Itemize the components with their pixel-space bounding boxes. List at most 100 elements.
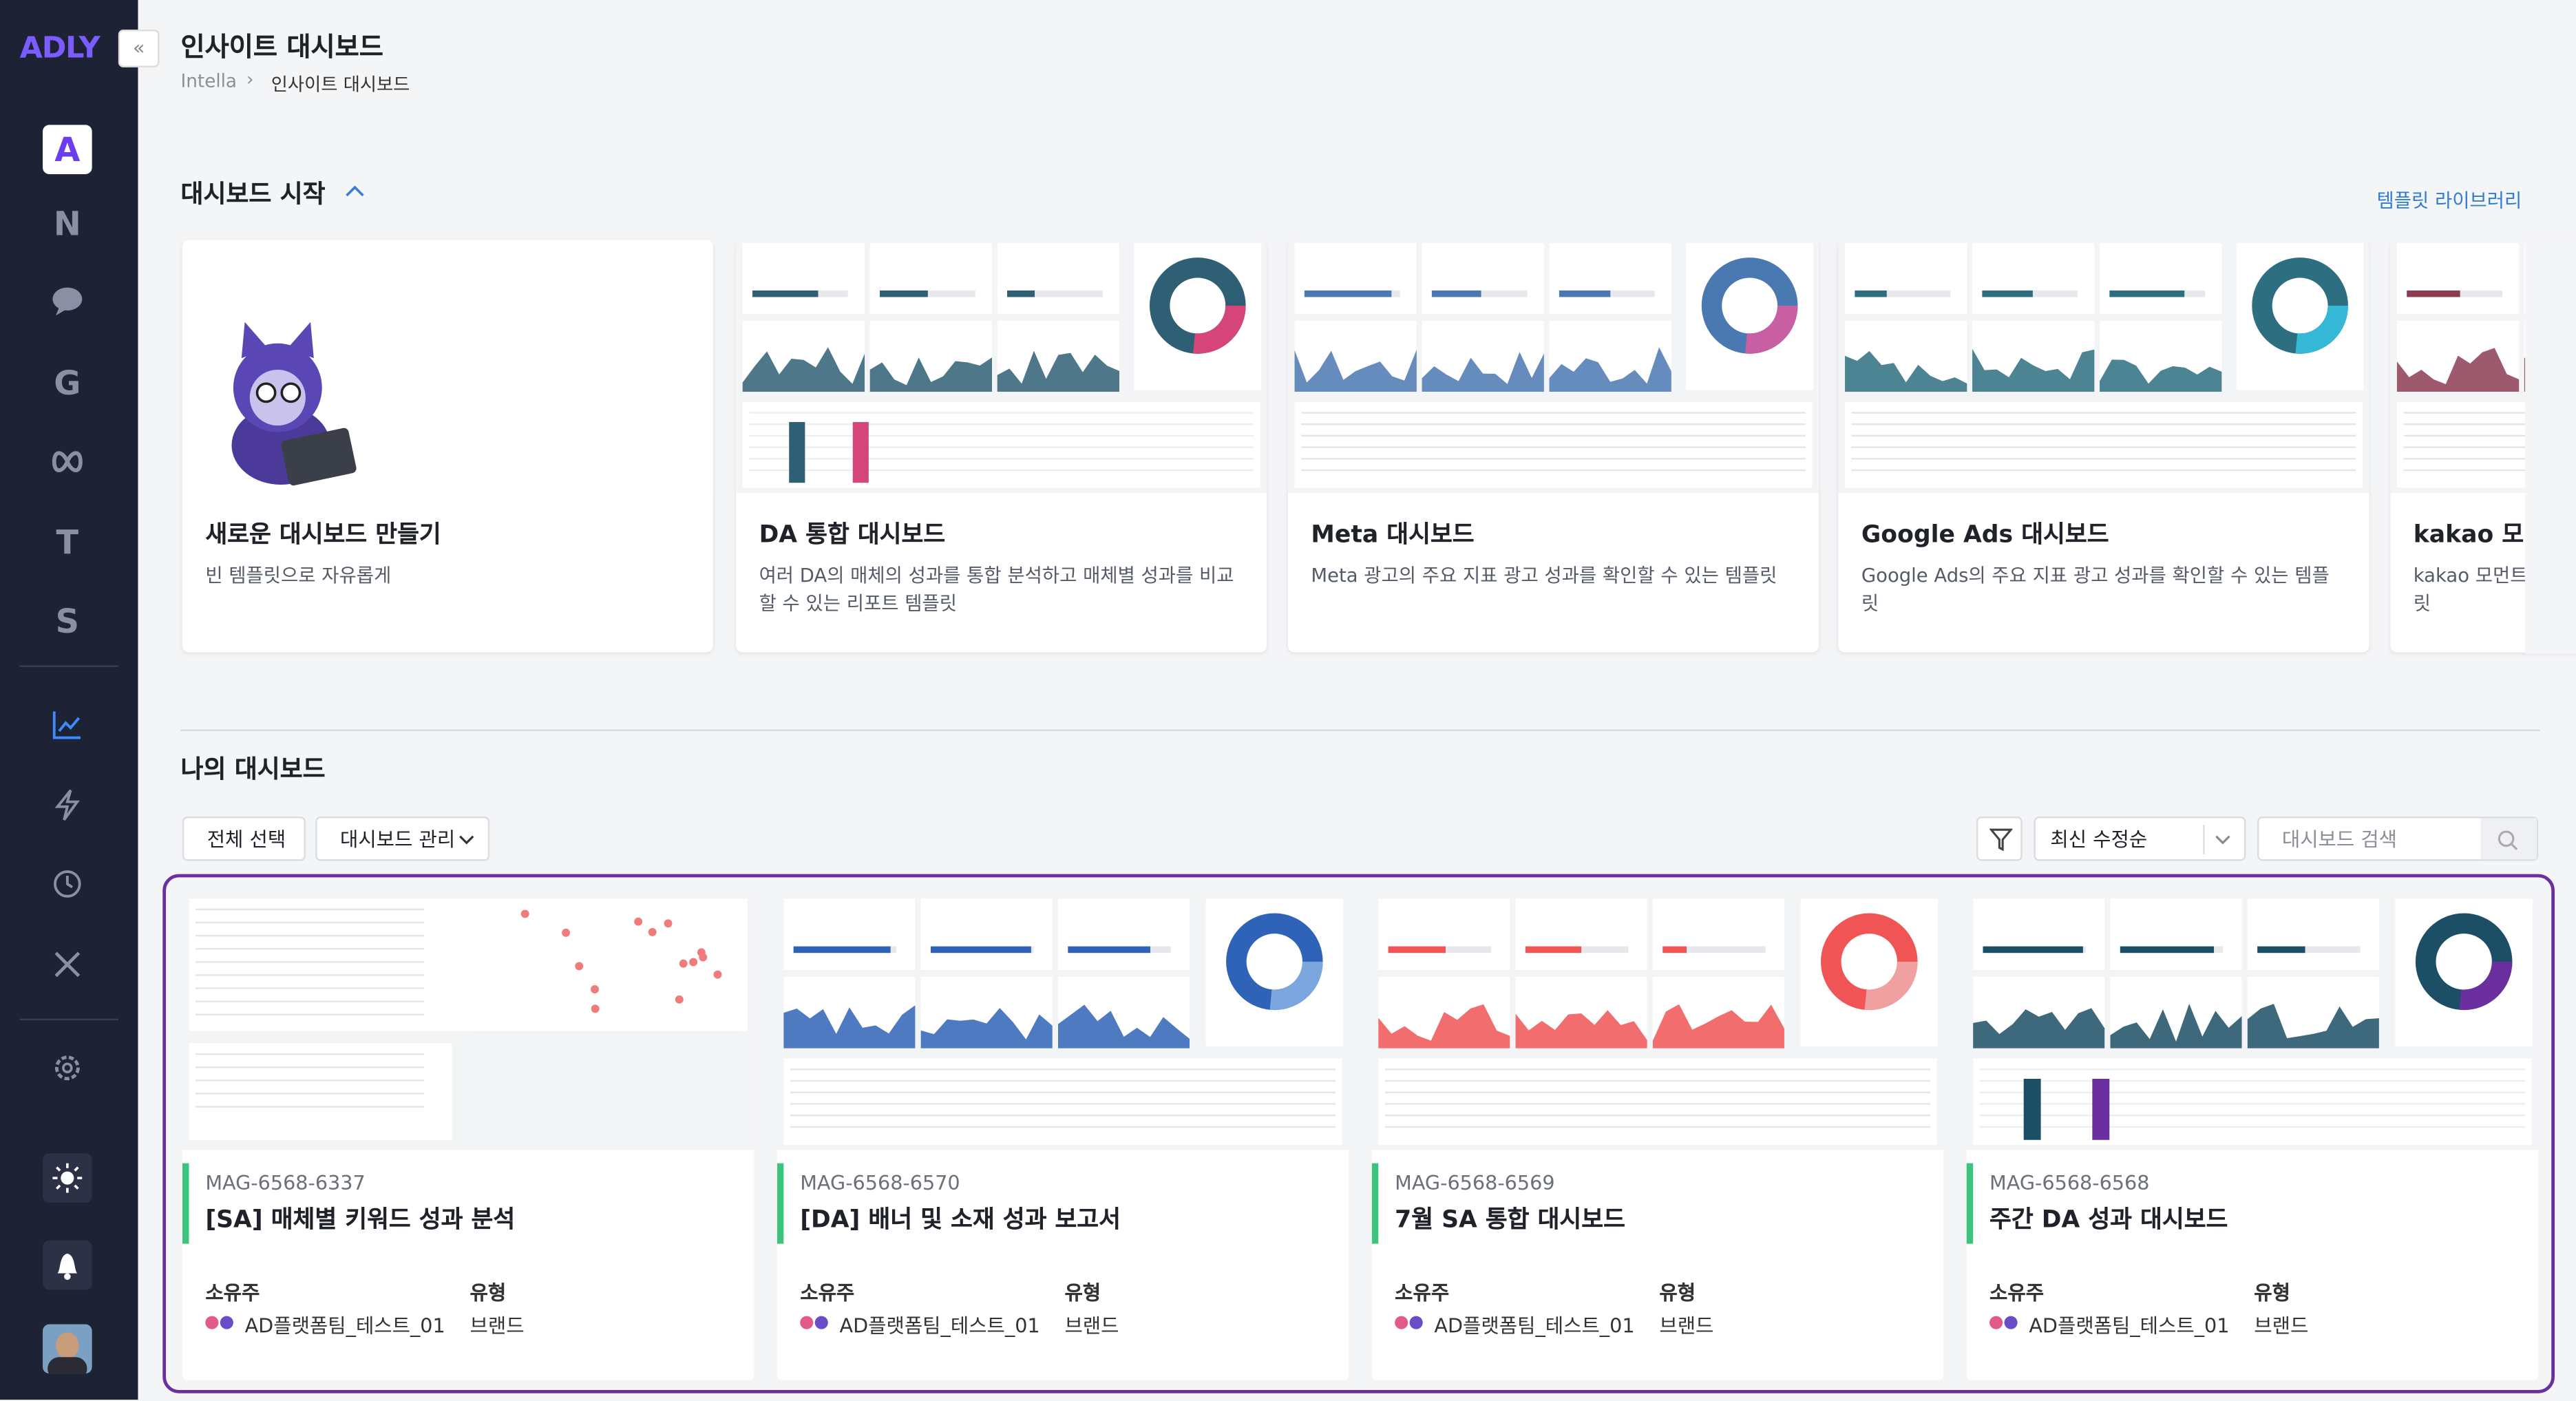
avatar[interactable]	[43, 1324, 92, 1374]
breadcrumb[interactable]: Intella	[180, 70, 237, 92]
dot	[205, 1316, 219, 1329]
chat-icon[interactable]	[51, 286, 84, 316]
settings-icon[interactable]	[52, 1053, 82, 1083]
mascot-ear	[241, 322, 268, 359]
section-title: 대시보드 시작	[180, 179, 326, 209]
template-card[interactable]: Meta 대시보드 Meta 광고의 주요 지표 광고 성과를 확인할 수 있는 …	[1288, 240, 1819, 653]
thumb-shape	[2023, 1078, 2041, 1140]
thumb-shape	[1378, 1058, 1937, 1146]
thumb-shape	[195, 1000, 425, 1002]
dot	[2004, 1316, 2018, 1329]
template-card[interactable]: DA 통합 대시보드 여러 DA의 매체의 성과를 통합 분석하고 매체별 성과를…	[736, 240, 1267, 653]
thumb-shape	[1301, 446, 1806, 448]
template-desc: 빈 템플릿으로 자유롭게	[205, 563, 392, 587]
nav-icon[interactable]: T	[56, 522, 79, 562]
breadcrumb: 인사이트 대시보드	[271, 74, 410, 96]
nav-icon[interactable]: G	[54, 363, 81, 403]
dashboard-card[interactable]: MAG-6568-6570 [DA] 배너 및 소재 성과 보고서 소유주 유형 AD플…	[777, 895, 1349, 1380]
thumb-shape	[474, 898, 737, 1031]
dashboard-title: [DA] 배너 및 소재 성과 보고서	[800, 1208, 1121, 1234]
insight-icon[interactable]	[52, 710, 82, 739]
thumb-shape	[752, 290, 819, 297]
meta-icon[interactable]	[50, 447, 86, 476]
logo: ADLY	[19, 31, 101, 66]
select-all-button[interactable]: 전체 선택	[182, 817, 306, 861]
mascot	[231, 322, 357, 486]
thumb-shape	[2257, 946, 2305, 954]
thumb-shape	[920, 1008, 1053, 1049]
thumb-shape	[679, 959, 688, 968]
thumbnail-art	[1288, 240, 1819, 493]
owner-label: 소유주	[800, 1281, 855, 1305]
filter-button[interactable]	[1976, 817, 2023, 861]
template-card[interactable]: Google Ads 대시보드 Google Ads의 주요 지표 광고 성과를 …	[1838, 240, 2369, 653]
owner-name: AD플랫폼팀_테스트_01	[244, 1314, 445, 1338]
thumb-shape	[1972, 348, 2095, 392]
dashboard-card[interactable]: MAG-6568-6568 주간 DA 성과 대시보드 소유주 유형 AD플랫폼팀_테스…	[1966, 895, 2539, 1380]
nav-icon[interactable]: A	[54, 129, 81, 169]
thumb-shape	[790, 1091, 1336, 1093]
thumb-shape	[195, 1093, 425, 1095]
clock-icon[interactable]	[52, 869, 82, 898]
dashboard-card[interactable]: MAG-6568-6337 [SA] 매체별 키워드 성과 분석 소유주 유형 AD플랫…	[182, 895, 754, 1380]
thumb-shape	[195, 961, 425, 963]
status-bar	[1966, 1163, 1974, 1244]
collapse-chevron[interactable]	[345, 184, 365, 197]
tools-icon[interactable]	[52, 949, 82, 979]
thumb-shape	[195, 1106, 425, 1108]
owner-icon	[1989, 1316, 2018, 1329]
manage-button[interactable]: 대시보드 관리	[315, 817, 490, 861]
template-title: 새로운 대시보드 만들기	[205, 522, 441, 549]
thumb-shape	[2403, 423, 2576, 425]
thumb-shape	[591, 1004, 600, 1013]
thumb-shape	[749, 469, 1254, 472]
dashboard-id: MAG-6568-6570	[800, 1171, 960, 1194]
type-value: 브랜드	[469, 1314, 525, 1338]
template-thumbnail	[736, 240, 1267, 493]
owner-name: AD플랫폼팀_테스트_01	[2029, 1314, 2230, 1338]
thumb-shape	[997, 350, 1119, 392]
search-input[interactable]: 대시보드 검색	[2257, 817, 2539, 861]
thumbnail-art	[777, 895, 1349, 1150]
owner-label: 소유주	[1395, 1281, 1450, 1305]
thumb-shape	[1845, 401, 2363, 488]
thumb-shape	[634, 917, 643, 926]
dot	[220, 1316, 233, 1329]
owner-label: 소유주	[205, 1281, 260, 1305]
sidebar: ADLY A N G T S	[0, 0, 138, 1400]
thumb-shape	[1845, 243, 1967, 315]
bolt-icon[interactable]	[54, 789, 81, 822]
nav-icon[interactable]: S	[55, 601, 80, 641]
thumb-shape	[742, 401, 1260, 488]
thumb-shape	[1979, 1091, 2526, 1093]
thumb-shape	[1979, 1068, 2526, 1071]
thumb-shape	[1549, 243, 1671, 315]
thumb-shape	[793, 946, 891, 954]
collapse-button[interactable]: «	[118, 29, 160, 67]
thumb-shape	[195, 974, 425, 976]
thumb-shape	[195, 1013, 425, 1015]
sort-select[interactable]: 최신 수정순	[2034, 817, 2246, 861]
thumb-shape	[1007, 290, 1035, 297]
thumb-shape	[749, 458, 1254, 460]
active-brand[interactable]	[43, 125, 92, 174]
template-library-link[interactable]: 템플릿 라이브러리	[2376, 189, 2522, 212]
thumb-shape	[2109, 290, 2185, 297]
thumb-shape	[1851, 469, 2356, 472]
thumb-shape	[1979, 1115, 2526, 1117]
dashboard-card[interactable]: MAG-6568-6569 7월 SA 통합 대시보드 소유주 유형 AD플랫폼팀_테스…	[1371, 895, 1944, 1380]
label: 대시보드 관리	[340, 828, 456, 852]
thumb-shape	[195, 1066, 425, 1068]
nav-icon[interactable]: N	[53, 203, 81, 244]
thumb-shape	[1559, 290, 1611, 297]
thumbnail-art	[1966, 895, 2539, 1150]
thumb-shape	[1979, 1126, 2526, 1128]
thumb-shape	[1294, 349, 1417, 392]
owner-name: AD플랫폼팀_테스트_01	[839, 1314, 1040, 1338]
thumb-shape	[1384, 1126, 1931, 1128]
thumb-shape	[2110, 898, 2242, 970]
